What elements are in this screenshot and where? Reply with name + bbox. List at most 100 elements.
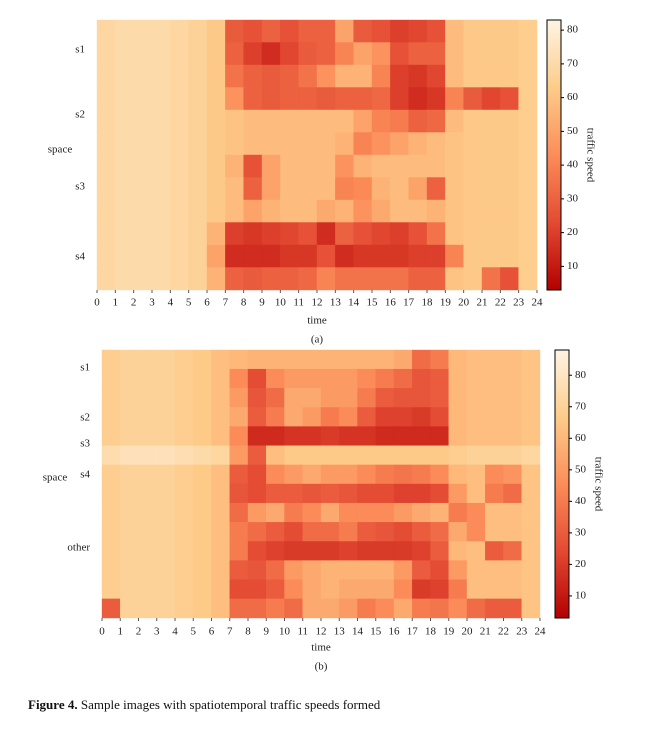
- heat-cell: [521, 560, 541, 580]
- heat-cell: [138, 464, 157, 485]
- caption-text: Sample images with spatiotemporal traffi…: [80, 697, 381, 712]
- heat-cell: [151, 267, 171, 291]
- heat-cell: [284, 579, 303, 600]
- heat-cell: [339, 560, 358, 580]
- heat-cell: [316, 42, 336, 66]
- heat-cell: [206, 177, 226, 201]
- heat-cell: [518, 222, 538, 246]
- heat-cell: [339, 388, 358, 408]
- heat-cell: [243, 177, 263, 201]
- heat-cell: [298, 19, 318, 43]
- heat-cell: [518, 177, 538, 201]
- heat-cell: [188, 132, 208, 156]
- heat-cell: [426, 64, 446, 88]
- heat-cell: [357, 464, 376, 485]
- heat-cell: [408, 222, 428, 246]
- heat-cell: [101, 426, 121, 446]
- heat-cell: [193, 407, 212, 427]
- colorbar-tick-label: 80: [567, 24, 579, 36]
- colorbar-label: traffic speed: [584, 128, 596, 183]
- heat-cell: [96, 87, 116, 111]
- heat-cell: [280, 109, 299, 133]
- heat-cell: [466, 388, 486, 408]
- heat-cell: [151, 154, 171, 178]
- heat-cell: [302, 426, 322, 446]
- heat-cell: [302, 368, 322, 389]
- heat-cell: [426, 267, 446, 291]
- x-tick-label: 10: [279, 626, 291, 638]
- heat-cell: [225, 132, 244, 156]
- heat-cell: [188, 42, 208, 66]
- heat-cell: [280, 199, 299, 223]
- heat-cell: [96, 42, 116, 66]
- x-tick-label: 12: [312, 297, 323, 309]
- heat-cell: [448, 445, 468, 466]
- heat-cell: [96, 267, 116, 291]
- heat-cell: [320, 598, 340, 619]
- heat-cell: [393, 541, 413, 561]
- heat-cell: [521, 579, 541, 600]
- heat-cell: [463, 177, 483, 201]
- x-tick-label: 20: [458, 297, 470, 309]
- heat-cell: [96, 19, 116, 43]
- heat-cell: [481, 132, 501, 156]
- heat-cell: [193, 502, 212, 523]
- y-category-label: s4: [75, 251, 85, 263]
- heat-cell: [316, 177, 336, 201]
- heat-cell: [229, 445, 249, 466]
- heat-cell: [518, 244, 538, 268]
- heat-cell: [335, 42, 354, 66]
- x-axis-label: time: [307, 315, 327, 327]
- colorbar-tick-label: 20: [567, 226, 579, 238]
- heat-cell: [463, 64, 483, 88]
- heat-cell: [156, 445, 176, 466]
- heat-cell: [280, 64, 299, 88]
- heat-cell: [316, 132, 336, 156]
- heat-cell: [280, 42, 299, 66]
- heat-cell: [390, 267, 409, 291]
- heat-cell: [518, 19, 538, 43]
- x-tick-label: 1: [118, 626, 124, 638]
- y-category-label: s1: [75, 44, 85, 56]
- colorbar-tick-label: 40: [567, 159, 579, 171]
- heat-cell: [357, 579, 376, 600]
- heat-cell: [485, 598, 504, 619]
- heat-cell: [211, 598, 230, 619]
- heat-cell: [371, 87, 391, 111]
- heat-cell: [339, 445, 358, 466]
- heat-cell: [284, 445, 303, 466]
- heat-cell: [357, 349, 376, 370]
- heat-cell: [375, 502, 395, 523]
- heat-cell: [247, 560, 267, 580]
- heat-cell: [138, 560, 157, 580]
- heat-cell: [266, 502, 285, 523]
- heat-cell: [463, 154, 483, 178]
- heat-cell: [138, 445, 157, 466]
- heat-cell: [243, 87, 263, 111]
- heat-cell: [445, 132, 464, 156]
- heat-cell: [448, 407, 468, 427]
- heat-cell: [243, 267, 263, 291]
- heat-cell: [101, 368, 121, 389]
- heat-cell: [120, 464, 139, 485]
- x-tick-label: 0: [99, 626, 105, 638]
- heat-cell: [320, 464, 340, 485]
- heat-cell: [357, 541, 376, 561]
- heat-cell: [298, 199, 318, 223]
- heat-cell: [518, 199, 538, 223]
- heat-cell: [503, 560, 522, 580]
- heat-cell: [357, 502, 376, 523]
- heat-cell: [170, 244, 189, 268]
- heat-cell: [120, 598, 139, 619]
- x-tick-label: 19: [440, 297, 452, 309]
- heat-cell: [320, 388, 340, 408]
- heat-cell: [261, 199, 281, 223]
- heat-cell: [115, 244, 134, 268]
- heat-cell: [266, 483, 285, 504]
- panel-label: (a): [311, 334, 324, 346]
- heat-cell: [115, 19, 134, 43]
- heat-cell: [335, 19, 354, 43]
- heat-cell: [261, 42, 281, 66]
- heat-cell: [174, 426, 194, 446]
- heat-cell: [229, 598, 249, 619]
